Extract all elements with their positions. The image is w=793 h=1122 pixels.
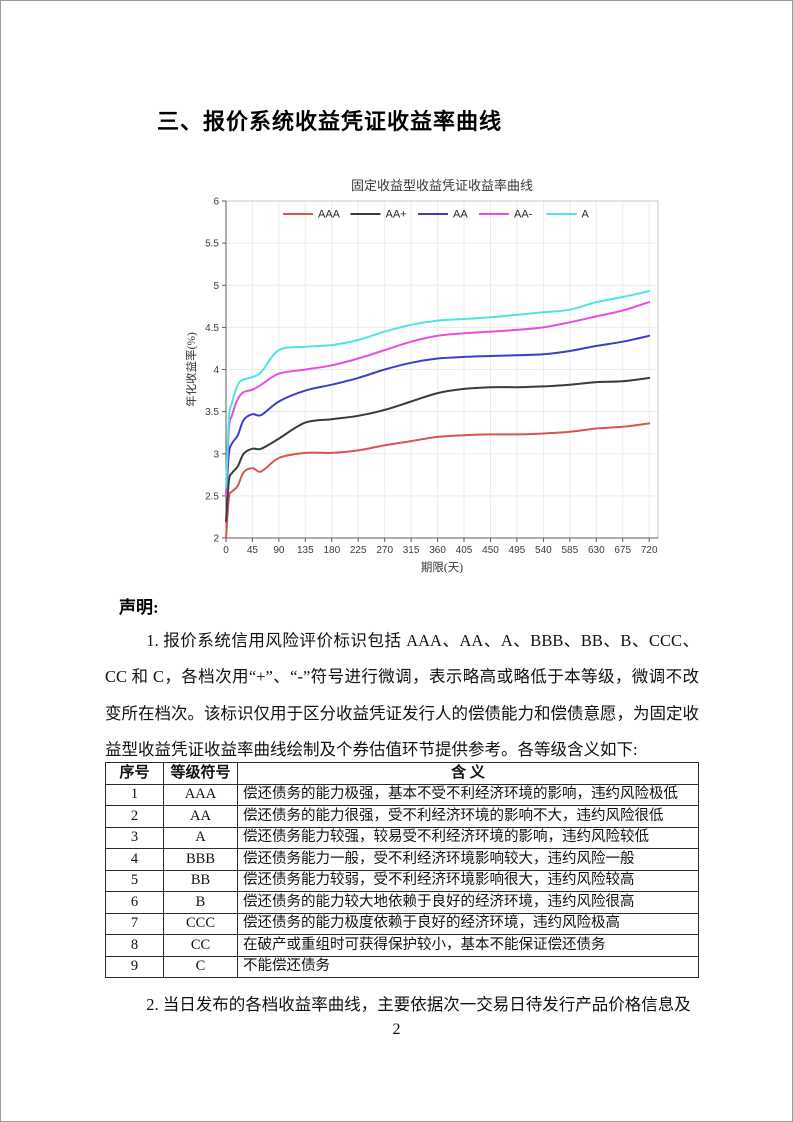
x-axis-title: 期限(天) xyxy=(421,561,463,574)
series-line-A xyxy=(225,290,651,489)
cell-meaning: 不能偿还债务 xyxy=(237,955,699,978)
svg-text:2: 2 xyxy=(213,534,219,545)
svg-text:540: 540 xyxy=(535,545,552,556)
cell-index: 1 xyxy=(105,783,164,806)
cell-symbol: AA xyxy=(163,805,238,828)
cell-symbol: CCC xyxy=(163,912,238,935)
series-line-AA xyxy=(225,334,651,497)
cell-meaning: 在破产或重组时可获得保护较小，基本不能保证偿还债务 xyxy=(237,934,699,957)
rating-table-body: 1 AAA 偿还债务的能力极强，基本不受不利经济环境的影响，违约风险极低 2 AA 偿还债… xyxy=(105,783,699,978)
table-header-row: 序号 等级符号 含 义 xyxy=(105,762,699,785)
table-row: 6 B 偿还债务的能力较大地依赖于良好的经济环境，违约风险很高 xyxy=(105,891,699,914)
svg-text:4: 4 xyxy=(213,365,219,376)
table-row: 9 C 不能偿还债务 xyxy=(105,955,699,978)
svg-text:135: 135 xyxy=(297,545,314,556)
table-row: 3 A 偿还债务能力较强，较易受不利经济环境的影响，违约风险较低 xyxy=(105,826,699,849)
page-number: 2 xyxy=(392,1021,401,1038)
cell-meaning: 偿还债务的能力较大地依赖于良好的经济环境，违约风险很高 xyxy=(237,891,699,914)
cell-symbol: BB xyxy=(163,869,238,892)
svg-text:495: 495 xyxy=(509,545,526,556)
cell-symbol: BBB xyxy=(163,848,238,871)
svg-text:360: 360 xyxy=(429,545,446,556)
svg-text:450: 450 xyxy=(482,545,499,556)
cell-index: 9 xyxy=(105,955,164,978)
svg-text:6: 6 xyxy=(213,197,219,208)
legend-label-AA-: AA- xyxy=(514,209,533,221)
series-line-AAA xyxy=(225,422,651,539)
cell-symbol: C xyxy=(163,955,238,978)
svg-text:405: 405 xyxy=(456,545,473,556)
svg-text:225: 225 xyxy=(350,545,367,556)
svg-text:585: 585 xyxy=(561,545,578,556)
legend-label-AAA: AAA xyxy=(318,209,341,221)
chart-legend: AAA AA+ AA AA- A xyxy=(283,209,590,221)
table-row: 1 AAA 偿还债务的能力极强，基本不受不利经济环境的影响，违约风险极低 xyxy=(105,783,699,806)
col-header-meaning: 含 义 xyxy=(237,762,699,785)
paragraph-curve-note: 2. 当日发布的各档收益率曲线，主要依据次一交易日待发行产品价格信息及 xyxy=(146,995,691,1014)
svg-text:0: 0 xyxy=(223,545,229,556)
section-heading: 三、报价系统收益凭证收益率曲线 xyxy=(157,109,503,134)
col-header-symbol: 等级符号 xyxy=(163,762,238,785)
cell-meaning: 偿还债务的能力很强，受不利经济环境的影响不大，违约风险很低 xyxy=(237,805,699,828)
series-line-AA+ xyxy=(225,376,651,523)
legend-label-AA: AA xyxy=(453,209,468,221)
table-row: 4 BBB 偿还债务能力一般，受不利经济环境影响较大，违约风险一般 xyxy=(105,848,699,871)
cell-index: 6 xyxy=(105,891,164,914)
chart-gridlines xyxy=(225,200,658,539)
rating-table-header: 序号 等级符号 含 义 xyxy=(105,762,699,785)
cell-index: 4 xyxy=(105,848,164,871)
chart-series xyxy=(225,290,651,539)
cell-index: 8 xyxy=(105,934,164,957)
cell-meaning: 偿还债务的能力极度依赖于良好的经济环境，违约风险极高 xyxy=(237,912,699,935)
yield-curve-svg: 0 45 90 135 180 225 270 315 360 405 450 495 540 585 63… xyxy=(186,178,659,574)
svg-text:5: 5 xyxy=(213,281,219,292)
rating-table: 序号 等级符号 含 义 1 AAA 偿还债务的能力极强，基本不受不利经济环境的影响，… xyxy=(105,762,699,978)
svg-text:90: 90 xyxy=(273,545,285,556)
svg-text:180: 180 xyxy=(323,545,340,556)
svg-text:2.5: 2.5 xyxy=(205,491,219,502)
cell-symbol: CC xyxy=(163,934,238,957)
cell-symbol: AAA xyxy=(163,783,238,806)
chart-axes: 0 45 90 135 180 225 270 315 360 405 450 495 540 585 63… xyxy=(205,197,658,556)
table-row: 5 BB 偿还债务能力较弱，受不利经济环境影响很大，违约风险较高 xyxy=(105,869,699,892)
table-row: 7 CCC 偿还债务的能力极度依赖于良好的经济环境，违约风险极高 xyxy=(105,912,699,935)
cell-index: 2 xyxy=(105,805,164,828)
col-header-index: 序号 xyxy=(105,762,164,785)
series-line-AA- xyxy=(225,301,651,497)
legend-label-AA+: AA+ xyxy=(386,209,407,221)
svg-text:5.5: 5.5 xyxy=(205,239,219,250)
y-axis-title: 年化收益率(%) xyxy=(186,332,198,407)
chart-title: 固定收益型收益凭证收益率曲线 xyxy=(351,178,533,193)
cell-meaning: 偿还债务能力一般，受不利经济环境影响较大，违约风险一般 xyxy=(237,848,699,871)
cell-symbol: A xyxy=(163,826,238,849)
svg-text:315: 315 xyxy=(403,545,420,556)
cell-meaning: 偿还债务能力较强，较易受不利经济环境的影响，违约风险较低 xyxy=(237,826,699,849)
svg-text:720: 720 xyxy=(641,545,658,556)
cell-meaning: 偿还债务能力较弱，受不利经济环境影响很大，违约风险较高 xyxy=(237,869,699,892)
paragraph-rating-note: 1. 报价系统信用风险评价标识包括 AAA、AA、A、BBB、BB、B、CCC、… xyxy=(105,631,699,760)
cell-meaning: 偿还债务的能力极强，基本不受不利经济环境的影响，违约风险极低 xyxy=(237,783,699,806)
legend-label-A: A xyxy=(582,209,590,221)
table-row: 8 CC 在破产或重组时可获得保护较小，基本不能保证偿还债务 xyxy=(105,934,699,957)
cell-index: 3 xyxy=(105,826,164,849)
yield-curve-chart: 0 45 90 135 180 225 270 315 360 405 450 495 540 585 63… xyxy=(186,176,666,576)
svg-text:45: 45 xyxy=(247,545,259,556)
svg-text:3.5: 3.5 xyxy=(205,407,219,418)
cell-index: 7 xyxy=(105,912,164,935)
svg-text:270: 270 xyxy=(376,545,393,556)
cell-symbol: B xyxy=(163,891,238,914)
table-row: 2 AA 偿还债务的能力很强，受不利经济环境的影响不大，违约风险很低 xyxy=(105,805,699,828)
svg-text:675: 675 xyxy=(614,545,631,556)
svg-text:4.5: 4.5 xyxy=(205,323,219,334)
svg-text:630: 630 xyxy=(588,545,605,556)
cell-index: 5 xyxy=(105,869,164,892)
svg-text:3: 3 xyxy=(213,449,219,460)
declaration-label: 声明: xyxy=(119,598,159,617)
